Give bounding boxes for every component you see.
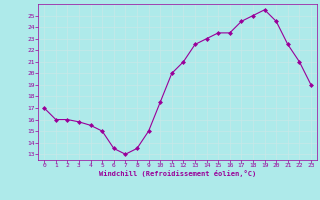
X-axis label: Windchill (Refroidissement éolien,°C): Windchill (Refroidissement éolien,°C): [99, 170, 256, 177]
